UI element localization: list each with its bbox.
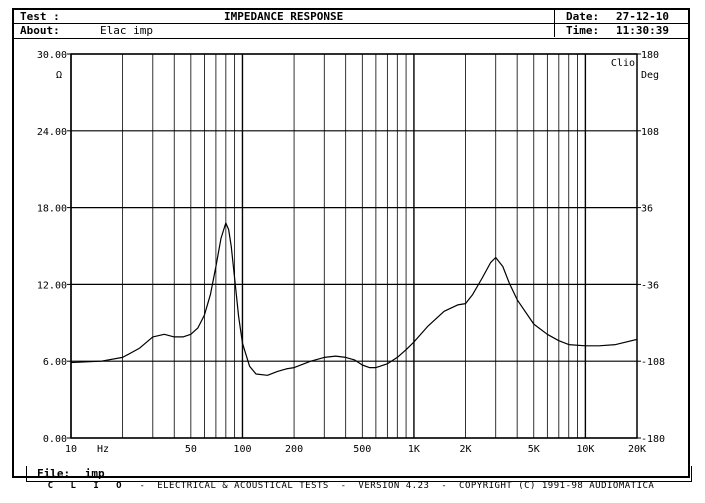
- y-tick-label: 0.00: [43, 434, 67, 445]
- date-label: Date:: [566, 10, 600, 23]
- date-value: 27-12-10: [616, 10, 669, 23]
- x-tick-label: 500: [353, 444, 371, 455]
- x-tick-label: 100: [233, 444, 251, 455]
- report-title: IMPEDANCE RESPONSE: [224, 10, 344, 23]
- y-tick-label: 24.00: [37, 127, 67, 138]
- x-tick-label: 2K: [460, 444, 472, 455]
- y-tick-label: 18.00: [37, 204, 67, 215]
- footer-brand: C L I O: [47, 481, 128, 491]
- time-value: 11:30:39: [616, 24, 669, 37]
- y2-tick-label: 180: [641, 50, 659, 61]
- x-unit-label: Hz: [97, 444, 109, 455]
- file-label: File:: [37, 467, 71, 480]
- header-divider: [14, 23, 688, 24]
- x-tick-label: 50: [185, 444, 197, 455]
- x-tick-label: 10: [65, 444, 77, 455]
- file-box: File: imp: [26, 466, 692, 482]
- impedance-chart: 0.00 6.00 12.00 18.00 24.00 30.00 -180 -108 -36 3…: [37, 50, 665, 455]
- about-label: About:: [20, 24, 60, 37]
- x-tick-label: 200: [285, 444, 303, 455]
- x-tick-label: 5K: [528, 444, 540, 455]
- x-tick-label: 10K: [576, 444, 594, 455]
- y2-tick-label: 108: [641, 127, 659, 138]
- x-tick-label: 1K: [408, 444, 420, 455]
- y-tick-label: 6.00: [43, 357, 67, 368]
- header-separator: [554, 10, 555, 37]
- file-value: imp: [84, 467, 105, 480]
- test-label: Test :: [20, 10, 60, 23]
- y2-unit-label: Deg: [641, 70, 659, 81]
- y-unit-label: Ω: [56, 70, 62, 81]
- x-tick-label: 20K: [628, 444, 646, 455]
- y2-tick-label: -180: [641, 434, 665, 445]
- y-tick-label: 30.00: [37, 50, 67, 61]
- y2-tick-label: -108: [641, 357, 665, 368]
- report-header: Test : About: Elac imp IMPEDANCE RESPONS…: [14, 10, 688, 39]
- clio-report-frame: Test : About: Elac imp IMPEDANCE RESPONS…: [12, 8, 692, 482]
- clio-corner-label: Clio: [611, 58, 635, 69]
- y2-tick-label: 36: [641, 204, 653, 215]
- footer-text: - ELECTRICAL & ACOUSTICAL TESTS - VERSIO…: [139, 481, 655, 491]
- y2-tick-label: -36: [641, 280, 659, 291]
- time-label: Time:: [566, 24, 600, 37]
- plot-border: [70, 53, 638, 439]
- y-tick-label: 12.00: [37, 280, 67, 291]
- about-value: Elac imp: [100, 24, 153, 37]
- footer-banner: C L I O - ELECTRICAL & ACOUSTICAL TESTS …: [12, 479, 690, 493]
- impedance-curve: [70, 222, 638, 376]
